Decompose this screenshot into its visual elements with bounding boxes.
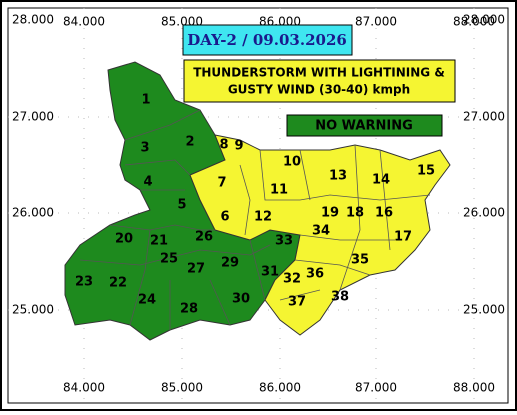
no-warning-legend-box <box>286 114 443 137</box>
district-number: 32 <box>283 272 301 287</box>
district-number: 24 <box>138 293 156 308</box>
left-axis-label: 27.000 <box>12 110 54 124</box>
district-boundaries <box>79 109 431 330</box>
top-axis-label: 85.000 <box>161 15 203 29</box>
district-number: 33 <box>275 234 293 249</box>
bottom-axis-label: 84.000 <box>63 381 105 395</box>
district-number: 4 <box>143 175 152 190</box>
district-number: 19 <box>321 206 339 221</box>
left-axis-label: 28.000 <box>12 13 54 27</box>
bottom-axis-label: 85.000 <box>161 381 203 395</box>
district-number: 38 <box>331 290 349 305</box>
district-number: 18 <box>346 206 364 221</box>
warning-legend-line: GUSTY WIND (30-40) kmph <box>228 83 410 97</box>
district-number: 1 <box>141 93 150 108</box>
district-number: 31 <box>261 265 279 280</box>
right-axis-label: 27.000 <box>463 110 505 124</box>
title-box <box>182 24 353 56</box>
top-axis-label: 84.000 <box>63 15 105 29</box>
district-number: 10 <box>283 155 301 170</box>
district-number: 23 <box>75 275 93 290</box>
district-number: 3 <box>140 141 149 156</box>
district-number: 6 <box>220 210 229 225</box>
bottom-axis-label: 86.000 <box>259 381 301 395</box>
district-number: 36 <box>306 267 324 282</box>
district-number: 20 <box>115 232 133 247</box>
no-warning-legend: NO WARNING <box>315 119 413 134</box>
district-number: 28 <box>180 302 198 317</box>
district-number: 9 <box>234 139 243 154</box>
top-axis-label: 87.000 <box>355 15 397 29</box>
district-number: 8 <box>219 138 228 153</box>
right-axis-label: 25.000 <box>463 303 505 317</box>
district-number: 13 <box>329 169 347 184</box>
top-axis-label: 88.000 <box>453 15 495 29</box>
left-axis-label: 26.000 <box>12 206 54 220</box>
district-number: 5 <box>177 198 186 213</box>
district-number: 26 <box>195 230 213 245</box>
district-number: 12 <box>254 210 272 225</box>
right-axis-label: 26.000 <box>463 206 505 220</box>
warning-legend-box <box>183 59 456 103</box>
bottom-axis-label: 88.000 <box>453 381 495 395</box>
district-number: 27 <box>187 262 205 277</box>
district-number: 14 <box>372 173 390 188</box>
district-number: 11 <box>270 183 288 198</box>
district-number: 30 <box>232 292 250 307</box>
district-number: 34 <box>312 224 330 239</box>
district-number: 17 <box>394 230 412 245</box>
district-number: 21 <box>150 234 168 249</box>
left-axis-label: 25.000 <box>12 303 54 317</box>
district-number: 25 <box>160 252 178 267</box>
district-number: 22 <box>109 276 127 291</box>
district-number: 35 <box>351 253 369 268</box>
bottom-axis-label: 87.000 <box>355 381 397 395</box>
top-axis-label: 86.000 <box>259 15 301 29</box>
right-axis-label: 28.000 <box>463 13 505 27</box>
labels: 84.000 85.000 86.000 87.000 88.000 84.000 85.0… <box>12 13 505 395</box>
district-number: 29 <box>221 256 239 271</box>
district-number: 15 <box>417 164 435 179</box>
plot-frame <box>7 7 509 404</box>
district-number: 16 <box>375 206 393 221</box>
warning-legend-line: THUNDERSTORM WITH LIGHTINING & <box>193 66 445 80</box>
district-number: 37 <box>288 295 306 310</box>
district-number: 2 <box>185 135 194 150</box>
district-number: 7 <box>217 176 226 191</box>
title: DAY-2 / 09.03.2026 <box>187 31 347 49</box>
